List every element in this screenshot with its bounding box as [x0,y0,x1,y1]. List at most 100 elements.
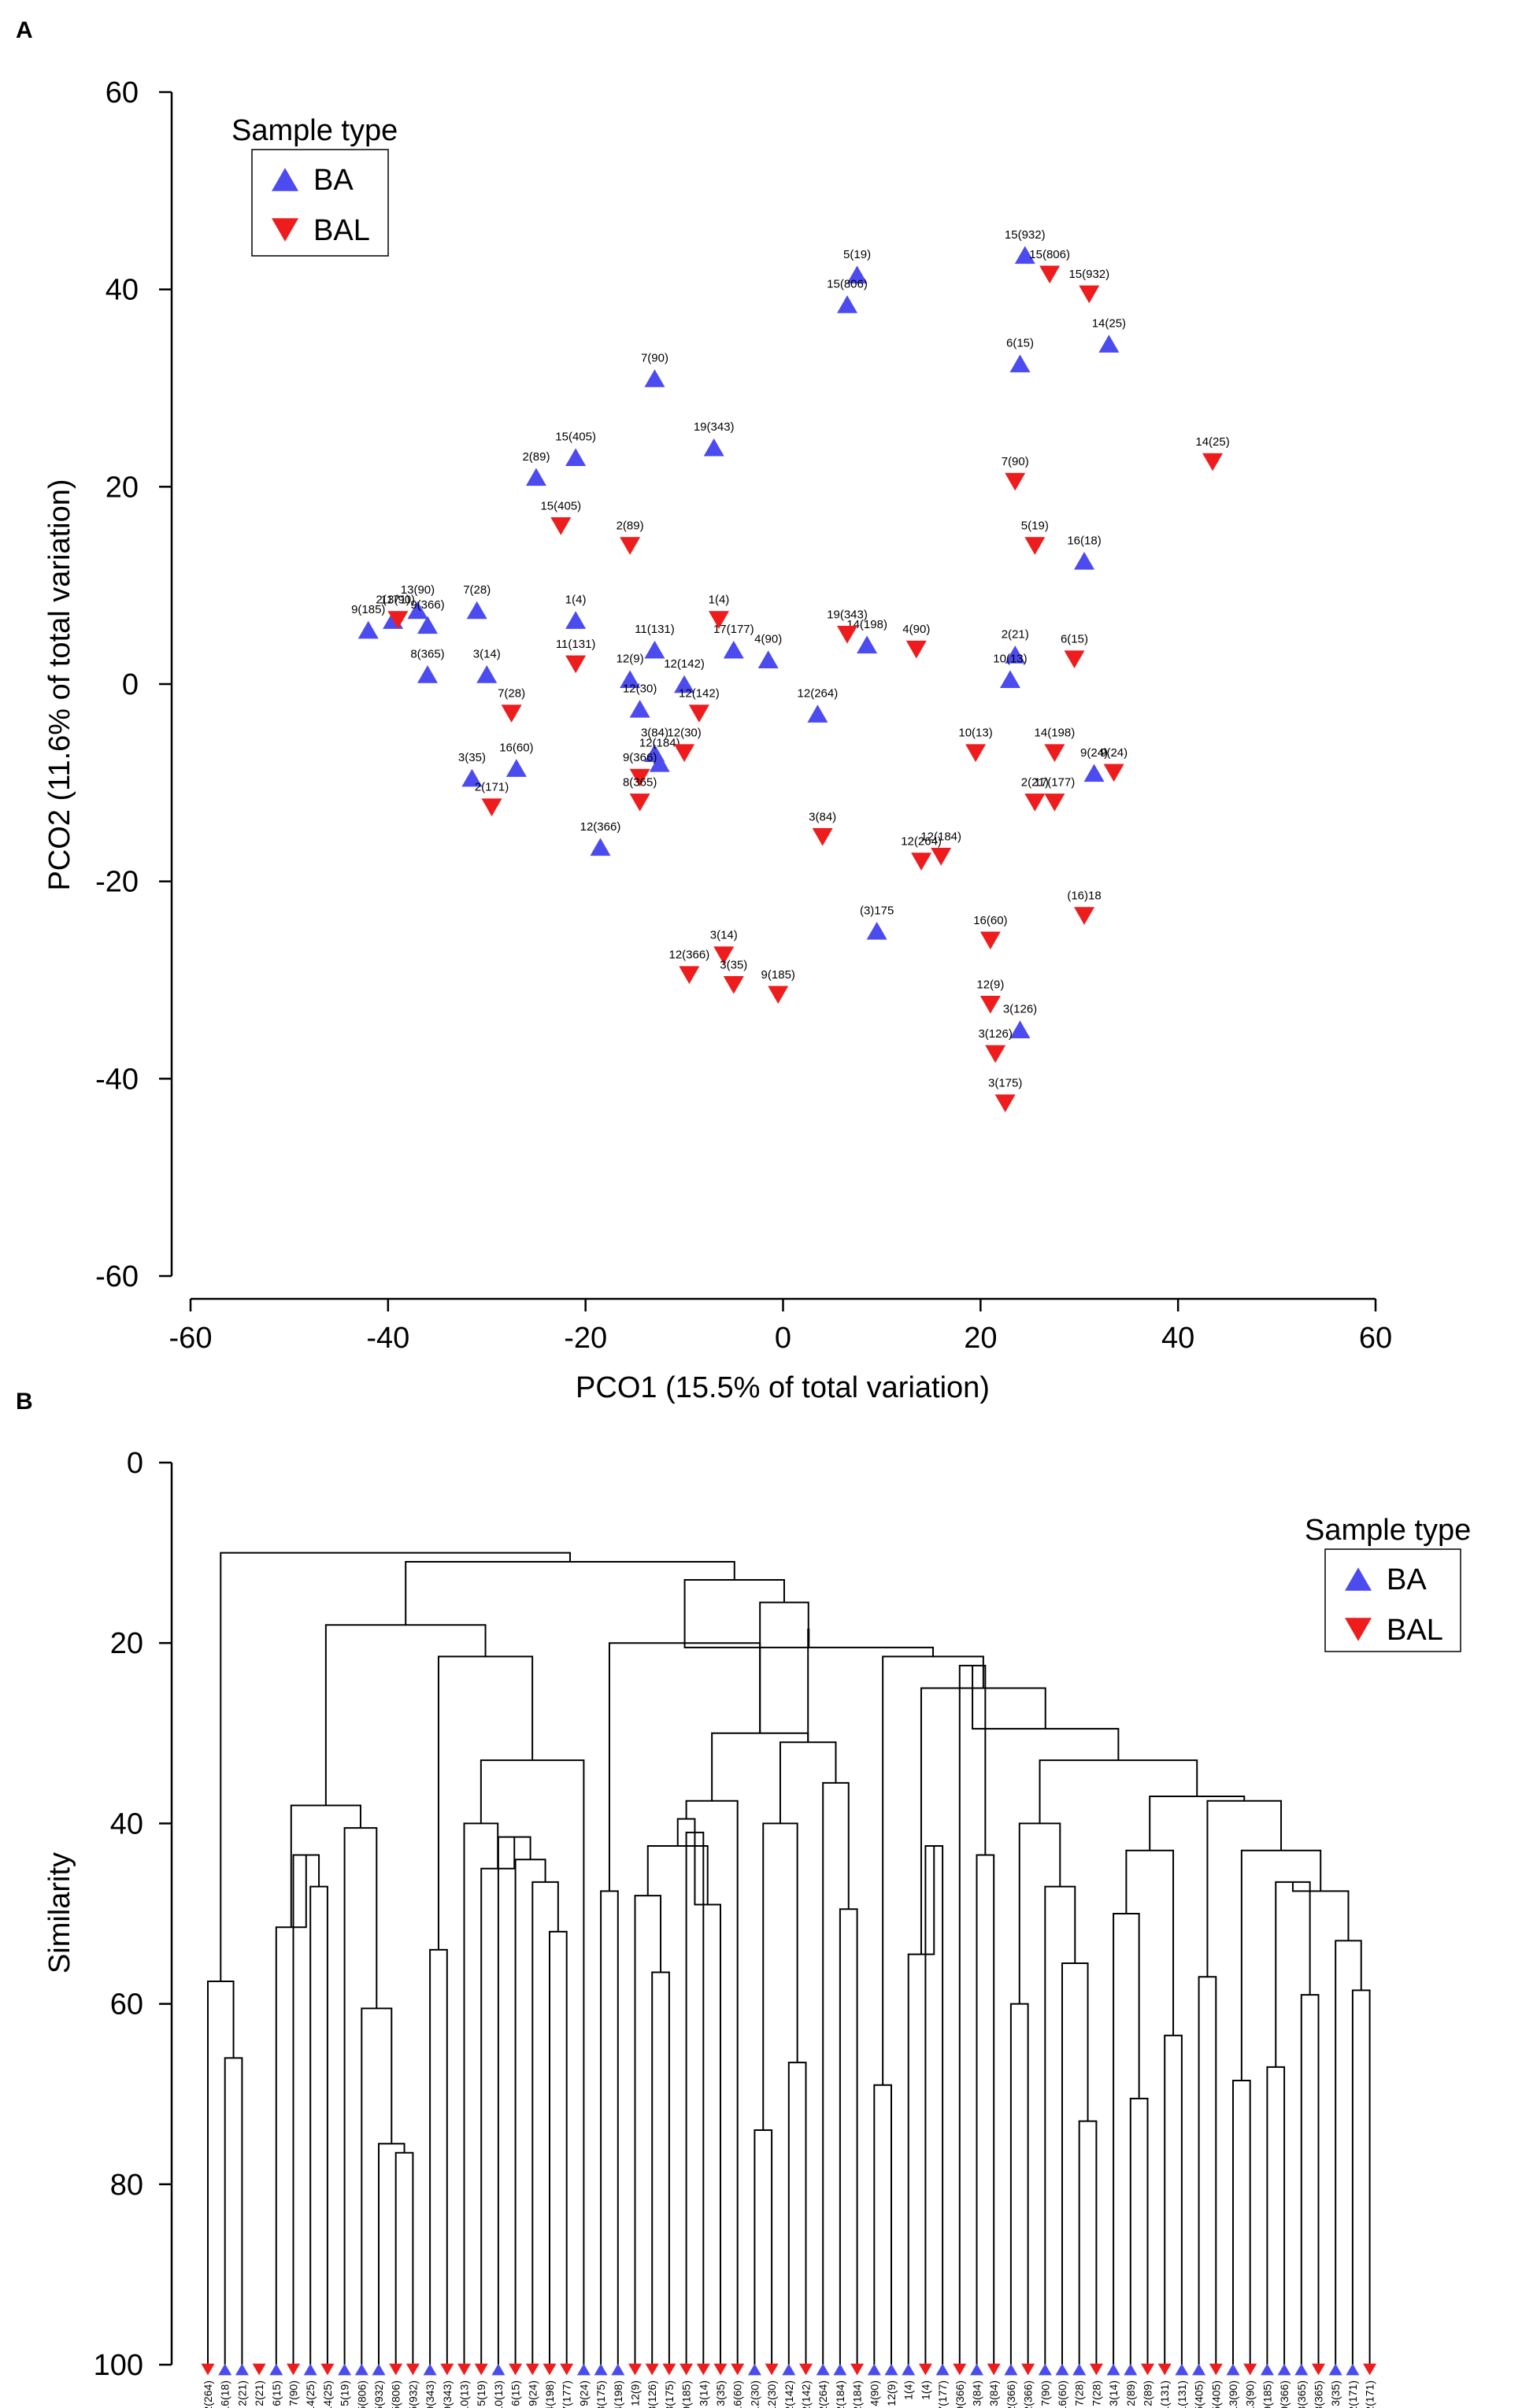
leaf-label: 2(21) [235,2380,248,2406]
branch [694,1832,721,2365]
point-ba [407,601,428,620]
point-ba [866,922,887,940]
point-label: 12(30) [667,727,701,740]
branch [1266,2066,1286,2365]
leaf-marker-ba [303,2363,317,2376]
y-tick-label: 40 [106,274,139,307]
leaf-label: 12(30) [765,2380,778,2408]
leaf-label: 9(24) [526,2380,539,2406]
leaf-marker-ba [884,2363,898,2376]
point-label: 3(35) [720,958,747,971]
leaf-label: 9(366) [954,2380,966,2408]
similarity-dendrogram: 0 20 40 60 80 100 Similarity 12(264) 16(18) 2(21)… [43,1447,1471,2408]
leaf-marker-ba [1038,2363,1052,2376]
point-bal [768,986,789,1004]
point-label: 19(343) [694,420,735,434]
legend-b: Sample type BA BAL [1305,1514,1471,1652]
leaf-label: 14(198) [543,2380,556,2408]
leaf-marker-ba [1260,2363,1274,2376]
branch [634,1895,662,2365]
point-bal [1024,537,1046,555]
point-bal [387,611,409,629]
leaf-label: 7(28) [1090,2380,1102,2406]
point-ba [807,705,828,723]
point-label: 17(177) [713,623,754,636]
point-label: 12(366) [580,820,621,834]
branch [1129,2097,1149,2365]
branch [683,1578,785,1644]
point-label: 6(15) [1061,633,1088,646]
leaf-label: 14(25) [321,2380,334,2408]
leaf-label: 11(131) [1158,2380,1171,2408]
branch [309,1885,328,2365]
point-label: 2(171) [475,781,509,794]
leaf-label: 2(171) [1346,2380,1359,2408]
leaf-marker-bal [389,2363,403,2376]
point-bal [1074,907,1095,925]
leaf-label: 15(932) [406,2380,419,2408]
point-ba [644,640,665,659]
leaf-marker-ba [970,2363,983,2376]
legend-bal-marker [272,218,298,242]
point-label: 15(932) [1068,268,1109,281]
leaf-label: 2(89) [1142,2380,1154,2406]
point-label: 3(14) [710,929,738,942]
branch [207,1980,235,2365]
point-label: 15(405) [540,499,581,512]
point-ba [525,468,546,486]
dendro-y-tick-label: 100 [94,2349,143,2382]
point-label: 2(21) [1002,627,1029,641]
branch [1240,1849,1322,2081]
leaf-marker-bal [509,2363,523,2376]
point-label: 9(185) [761,968,795,982]
leaf-label: 6(15) [270,2380,283,2406]
leaf-label: 13(90) [1227,2380,1239,2408]
point-bal [674,744,695,763]
point-label: 7(90) [641,351,668,364]
point-label: 16(60) [973,914,1007,927]
leaf-label: 15(405) [1193,2380,1205,2408]
leaf-label: 7(90) [1039,2380,1051,2406]
point-ba [629,700,650,718]
point-label: 16(60) [499,742,533,755]
x-tick-label: -60 [169,1322,213,1355]
point-label: 12(184) [920,830,961,843]
leaf-marker-ba [218,2363,232,2376]
leaf-marker-ba [1124,2363,1138,2376]
branch [290,1804,361,1928]
leaf-label: 12(264) [817,2380,829,2408]
point-label: 17(177) [1035,775,1076,789]
leaf-marker-bal [525,2363,539,2376]
leaf-label: 12(142) [783,2380,795,2408]
point-label: 2(21) [1021,775,1049,789]
leaf-label: 12(142) [800,2380,813,2408]
branch [1351,1989,1371,2365]
point-label: 11(131) [556,638,596,651]
leaf-marker-ba [816,2363,830,2376]
point-bal [501,705,522,723]
point-label: 3(14) [473,647,501,660]
point-label: 2(171) [376,594,409,607]
point-bal [837,626,858,644]
point-ba [357,620,379,639]
point-bal [812,827,833,846]
pco-scatter-plot: -60 -40 -20 0 20 40 60 -60 -40 -20 0 20 40 60 PCO1 (15… [43,76,1392,1404]
leaf-marker-bal [1243,2363,1257,2376]
branch [1039,1759,1198,1824]
point-bal [1044,793,1065,812]
point-ba [565,448,587,467]
leaf-marker-ba [1294,2363,1309,2376]
point-label: 1(4) [709,594,730,607]
leaf-marker-ba [354,2363,368,2376]
leaf-label: 10(13) [458,2380,471,2408]
leaf-marker-bal [560,2363,574,2376]
branch [1275,1881,1311,2067]
leaf-marker-bal [1089,2363,1103,2376]
y-tick-label: 0 [122,668,139,701]
leaf-label: 10(13) [492,2380,505,2408]
branch [976,1854,995,2365]
point-label: 2(89) [522,450,550,464]
leaf-label: 12(366) [1005,2380,1017,2408]
leaf-marker-bal [799,2363,813,2376]
leaf-label: 19(343) [441,2380,454,2408]
